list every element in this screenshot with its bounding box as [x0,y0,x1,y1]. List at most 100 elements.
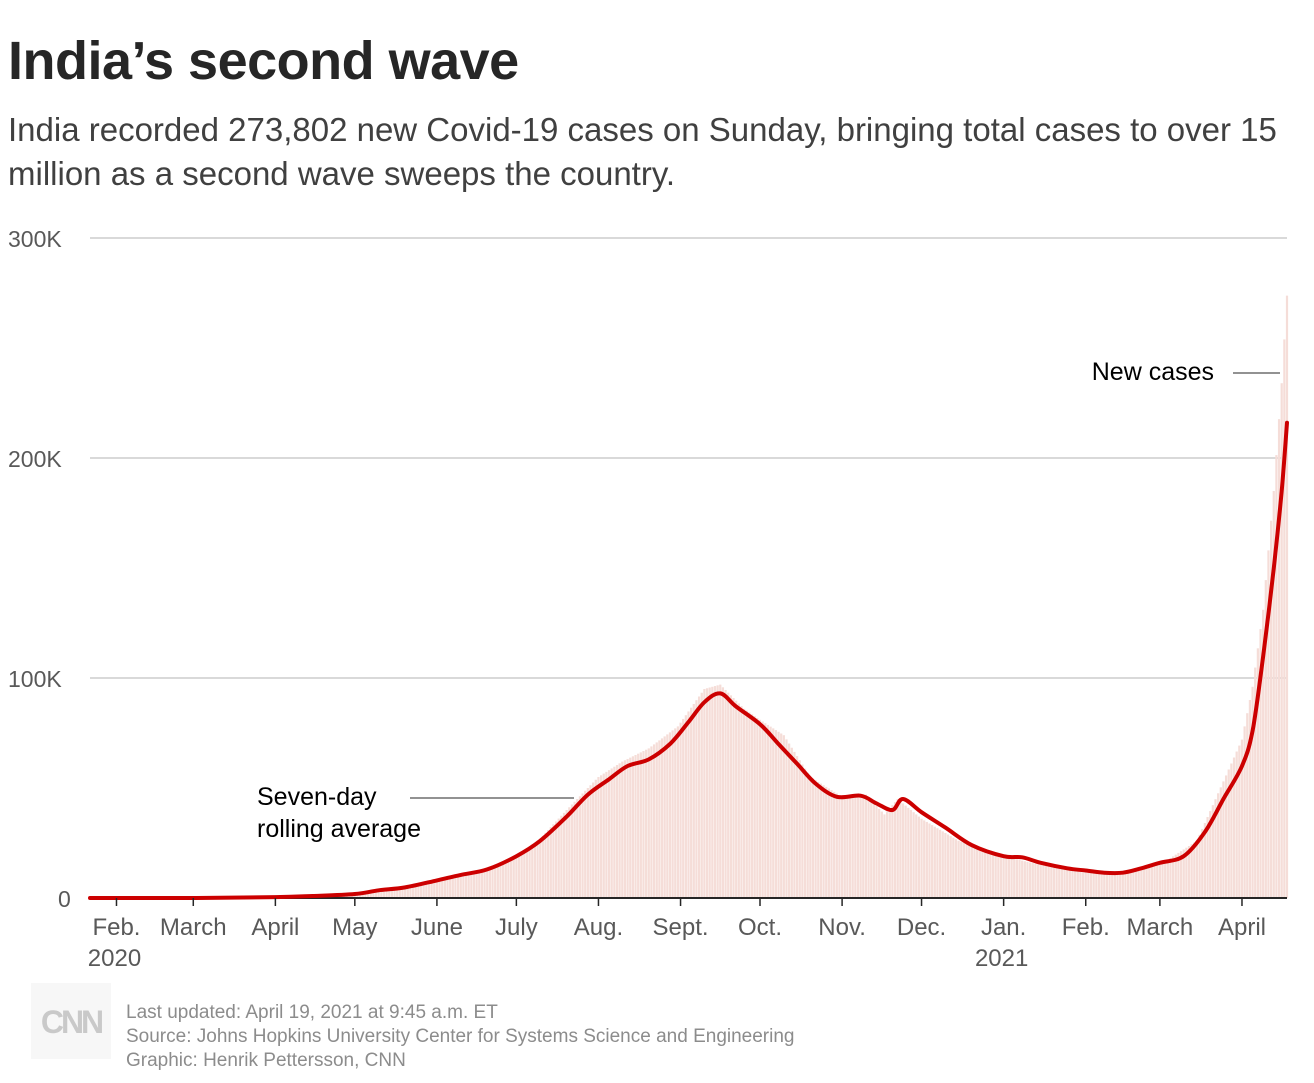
new-cases-bar [385,890,388,898]
new-cases-bar [705,688,709,898]
rolling-average-label-line2: rolling average [257,815,421,843]
new-cases-bar [1034,863,1037,898]
new-cases-bar [941,831,944,898]
new-cases-bar [1039,865,1042,898]
new-cases-bar [777,731,780,898]
new-cases-bar [663,736,666,898]
new-cases-bar [795,756,799,898]
new-cases-bar [623,760,627,898]
new-cases-bar [433,880,436,898]
new-cases-bar [438,879,441,898]
cnn-logo: CNN [41,1004,105,1039]
new-cases-bar [1238,745,1241,898]
new-cases-bar [446,878,449,898]
new-cases-bar [499,862,502,898]
new-cases-bar [716,685,719,898]
new-cases-bar [946,834,950,898]
new-cases-bar [634,755,637,898]
new-cases-bar [936,828,939,898]
new-cases-bar [960,841,963,898]
new-cases-bar [401,887,404,898]
new-cases-bar [483,868,486,898]
new-cases-bar [766,724,770,898]
new-cases-bar [983,849,987,898]
new-cases-bar [1026,861,1029,898]
y-axis-ticks: 0 100K 200K 300K [8,226,71,912]
new-cases-bar [467,873,470,898]
new-cases-bar [449,877,452,898]
new-cases-bar [772,728,775,898]
new-cases-bar [891,805,894,898]
new-cases-bar [666,734,669,898]
new-cases-bar [655,742,658,898]
new-cases-bar [422,883,425,898]
new-cases-bar [631,756,634,898]
x-tick-year-label: 2020 [88,945,141,972]
new-cases-bar [782,735,785,898]
new-cases-bar [1280,383,1283,898]
new-cases-bar [626,758,629,898]
new-cases-bar [825,786,828,898]
new-cases-bar [1161,863,1164,898]
new-cases-bar [398,887,401,898]
new-cases-bar [878,808,881,898]
new-cases-bar [748,712,751,898]
new-cases-bar [374,891,378,898]
new-cases-bar [660,738,664,898]
chart-title: India’s second wave [8,31,519,91]
new-cases-bar [570,804,574,898]
new-cases-bar [875,805,878,898]
new-cases-bar [1198,834,1201,898]
new-cases-bar [1108,873,1111,898]
new-cases-bar [404,886,407,898]
new-cases-bar [756,717,759,898]
new-cases-bar [1095,873,1098,898]
new-cases-bar [864,794,868,898]
new-cases-bar [769,726,772,898]
new-cases-bar [1074,870,1077,898]
new-cases-bar [1010,858,1013,898]
new-cases-bar [727,692,730,898]
new-cases-bar [509,858,513,898]
new-cases-bar [456,876,460,898]
new-cases-bar [1164,861,1167,898]
new-cases-bar [1007,857,1011,898]
new-cases-bars [194,295,1289,899]
new-cases-bar [1240,739,1244,898]
new-cases-bar [1142,868,1146,898]
new-cases-bar [923,820,926,898]
new-cases-bar [729,695,732,898]
new-cases-bar [507,859,510,898]
new-cases-bar [1148,867,1151,898]
new-cases-bar [880,811,883,898]
new-cases-bar [388,889,391,898]
new-cases-bar [1124,873,1127,898]
new-cases-bar [512,857,515,898]
new-cases-bar [840,796,844,898]
new-cases-bar [618,763,621,898]
new-cases-bar [928,823,931,898]
new-cases-bar [425,882,428,898]
new-cases-bar [642,751,645,898]
new-cases-bar [1214,799,1217,898]
new-cases-bar [708,687,711,898]
new-cases-bar [1097,873,1101,898]
new-cases-bar [976,847,979,898]
new-cases-bar [1248,700,1252,898]
new-cases-bar [454,876,457,898]
new-cases-bar [835,793,838,898]
new-cases-bar [486,867,489,898]
new-cases-bar [1217,793,1220,898]
new-cases-bar [682,718,685,898]
new-cases-bar [938,829,942,898]
new-cases-bar [774,730,777,898]
new-cases-bar [907,807,910,898]
new-cases-bar [888,808,891,898]
new-cases-bar [581,793,584,898]
x-tick-label: Jan. [981,914,1026,941]
new-cases-bar [989,851,992,898]
new-cases-bar [893,802,897,898]
new-cases-bar [1071,870,1074,898]
new-cases-bar [952,837,955,898]
new-cases-bar [833,791,836,898]
